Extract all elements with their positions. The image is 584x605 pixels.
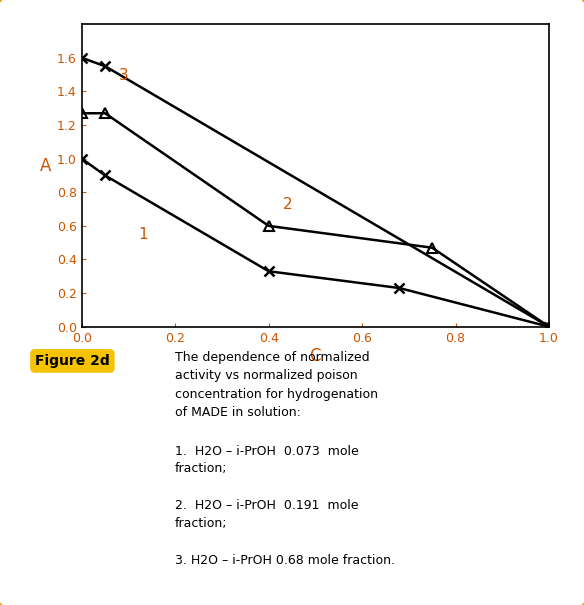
Text: 1.  H2O – i-PrOH  0.073  mole
fraction;: 1. H2O – i-PrOH 0.073 mole fraction; — [175, 445, 359, 475]
Text: 2.  H2O – i-PrOH  0.191  mole
fraction;: 2. H2O – i-PrOH 0.191 mole fraction; — [175, 499, 359, 529]
Text: 3: 3 — [119, 68, 129, 83]
Text: 3. H2O – i-PrOH 0.68 mole fraction.: 3. H2O – i-PrOH 0.68 mole fraction. — [175, 554, 395, 566]
Text: 1: 1 — [138, 227, 147, 243]
Text: Figure 2d: Figure 2d — [35, 354, 110, 368]
Y-axis label: A: A — [40, 157, 51, 175]
Text: The dependence of normalized
activity vs normalized poison
concentration for hyd: The dependence of normalized activity vs… — [175, 351, 378, 419]
X-axis label: C: C — [310, 347, 321, 365]
Text: 2: 2 — [283, 197, 292, 212]
